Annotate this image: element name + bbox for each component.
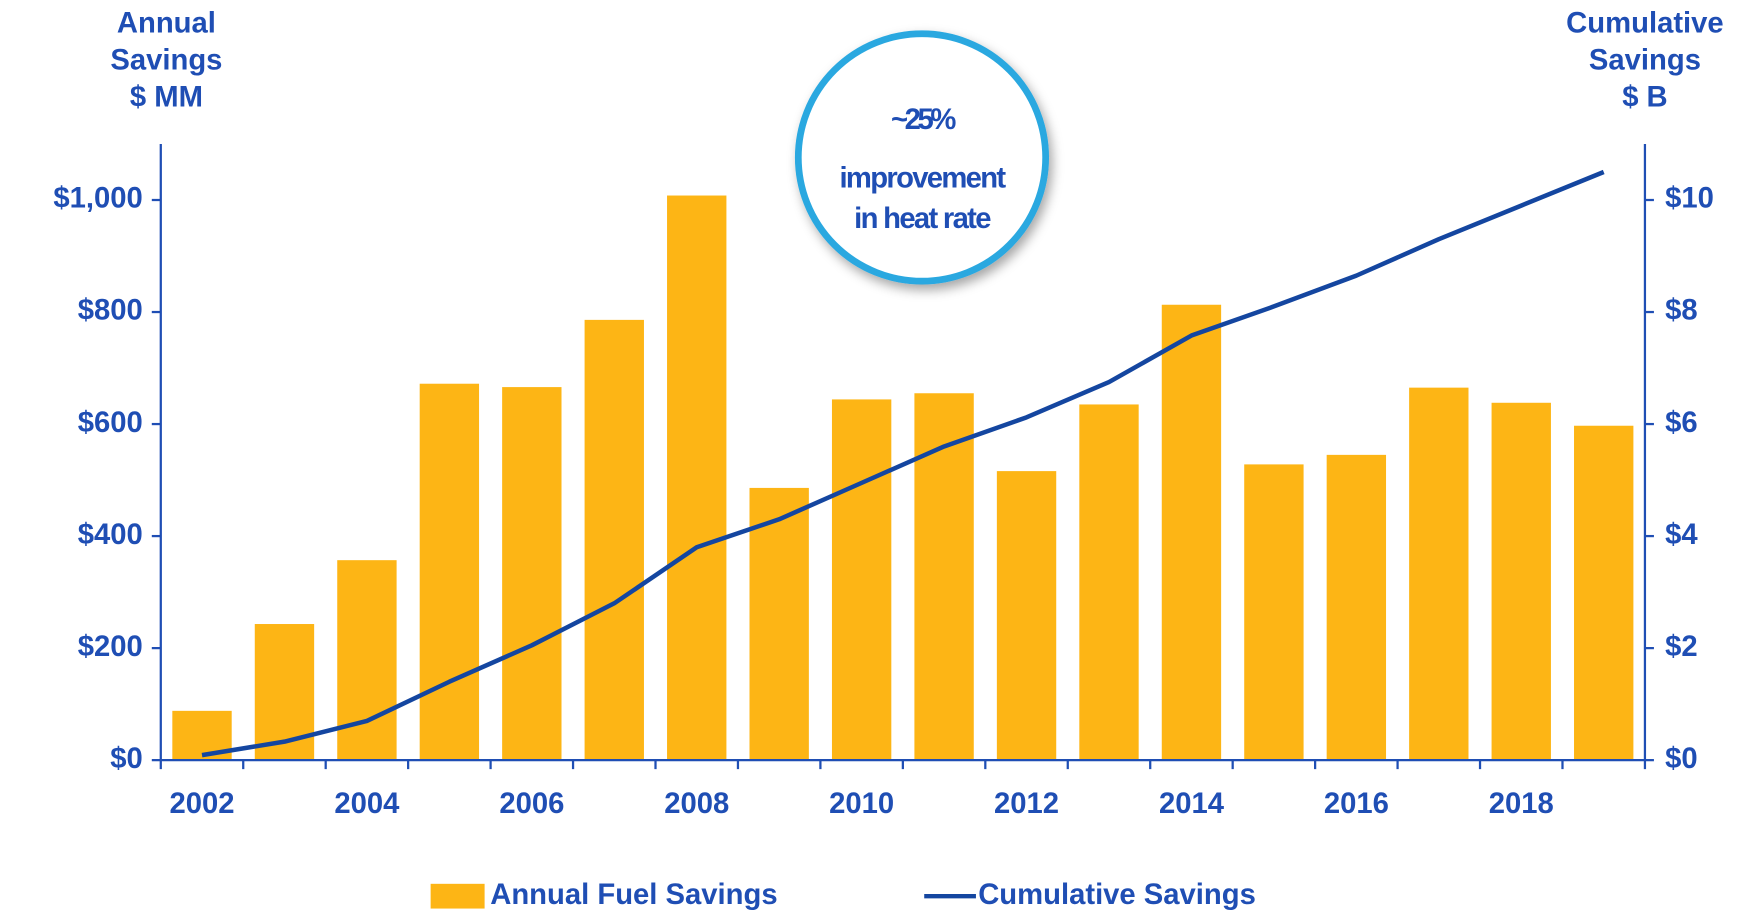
y-tick-label: $400	[78, 519, 143, 551]
x-tick-label: 2016	[1324, 788, 1389, 820]
x-tick-label: 2010	[829, 788, 894, 820]
y2-axis-title: Savings	[1589, 45, 1701, 77]
annotation-circle	[794, 30, 1050, 285]
bar	[1574, 425, 1634, 761]
y-tick-label: $1,000	[53, 183, 142, 215]
y-tick-label: $800	[78, 295, 143, 327]
bar	[1244, 464, 1304, 761]
bar	[337, 560, 397, 761]
legend-swatch	[430, 883, 485, 909]
y-axis-title: Annual	[117, 8, 216, 40]
x-tick-label: 2014	[1159, 788, 1225, 820]
bar	[419, 383, 480, 761]
x-tick-label: 2004	[334, 788, 400, 820]
y-axis-title: Savings	[110, 45, 222, 77]
y2-tick-label: $10	[1665, 183, 1714, 215]
legend-label: Annual Fuel Savings	[490, 879, 777, 911]
annotation-text: in heat rate	[854, 203, 991, 235]
y2-axis-title: $ B	[1622, 82, 1667, 114]
y2-tick-label: $2	[1665, 631, 1698, 663]
y2-tick-label: $8	[1665, 295, 1698, 327]
x-tick-label: 2012	[994, 788, 1059, 820]
bar	[749, 487, 809, 761]
x-tick-label: 2008	[664, 788, 729, 820]
legend-label: Cumulative Savings	[978, 879, 1256, 911]
y-axis-title: $ MM	[130, 82, 203, 114]
x-tick-label: 2002	[170, 788, 235, 820]
bar	[502, 387, 562, 761]
annotation-text: improvement	[840, 163, 1007, 195]
y2-tick-label: $4	[1665, 519, 1698, 551]
y2-tick-label: $0	[1665, 743, 1698, 775]
x-tick-label: 2006	[499, 788, 564, 820]
bar	[1161, 304, 1222, 761]
line	[201, 169, 1605, 758]
bar	[584, 319, 644, 761]
bar	[667, 195, 727, 761]
y-tick-label: $600	[78, 407, 143, 439]
y2-tick-label: $6	[1665, 407, 1698, 439]
bar	[1079, 404, 1139, 761]
bar	[1491, 402, 1551, 761]
y2-axis-title: Cumulative	[1566, 8, 1724, 40]
bar	[996, 471, 1057, 761]
y-tick-label: $200	[78, 631, 143, 663]
annotation-headline: ~25%	[891, 104, 956, 136]
bar	[1409, 387, 1469, 761]
bar	[1326, 454, 1387, 761]
bar	[831, 399, 892, 761]
y-tick-label: $0	[110, 743, 143, 775]
x-tick-label: 2018	[1489, 788, 1554, 820]
